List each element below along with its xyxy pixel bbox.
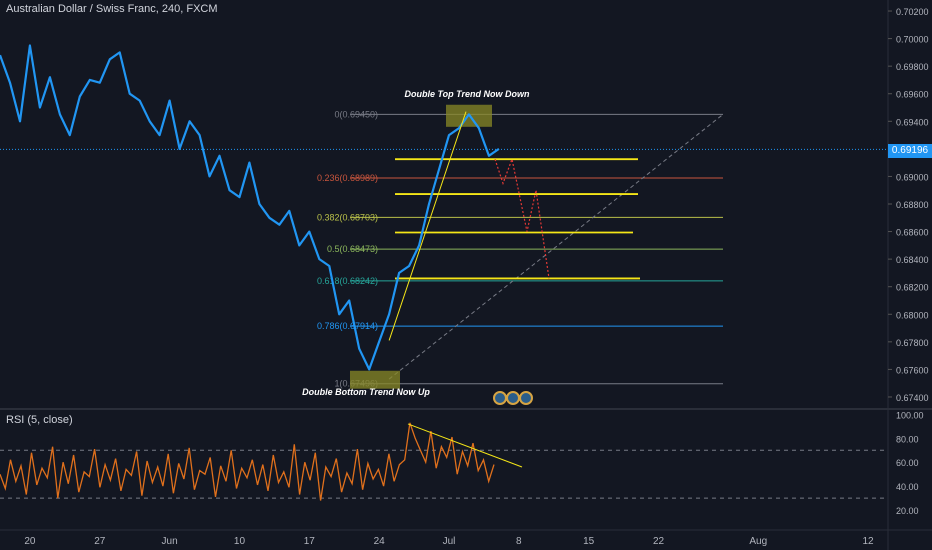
price-series-line [0,44,500,371]
symbol-title: Australian Dollar / Swiss Franc, 240, FX… [6,3,218,15]
price-tick-label: 0.67400 [896,393,929,403]
price-tick-label: 0.70200 [896,7,929,17]
diagonal-trendline [388,114,724,380]
double-bottom-annotation: Double Bottom Trend Now Up [302,387,430,397]
time-tick-label: 22 [653,536,665,547]
event-badge-icon[interactable] [506,391,520,405]
time-tick-label: Jul [443,536,456,547]
price-tick-label: 0.70000 [896,35,929,45]
rsi-divergence-trendline [407,423,523,468]
fib-level-label: 0.5(0.68473) [327,244,378,254]
fib-level-label: 0(0.69450) [334,109,378,119]
time-tick-label: Jun [162,536,178,547]
price-tick-label: 0.68600 [896,228,929,238]
fib-level-label: 0.618(0.68242) [317,276,378,286]
rsi-label: RSI (5, close) [6,414,73,426]
price-tick-label: 0.69600 [896,90,929,100]
rsi-tick-label: 80.00 [896,434,919,444]
time-tick-label: Aug [749,536,767,547]
double-top-annotation: Double Top Trend Now Down [405,89,530,99]
double-bottom-box [350,370,400,389]
fib-level-label: 0.382(0.68703) [317,212,378,222]
time-tick-label: 20 [24,536,36,547]
rsi-tick-label: 40.00 [896,482,919,492]
price-tick-label: 0.67800 [896,338,929,348]
projection-path [494,157,550,279]
price-tick-label: 0.68200 [896,283,929,293]
time-tick-label: 15 [583,536,595,547]
event-badge-icon[interactable] [493,391,507,405]
time-tick-label: 24 [374,536,386,547]
price-tick-label: 0.68800 [896,200,929,210]
current-price-tag: 0.69196 [888,144,932,158]
time-tick-label: 10 [234,536,246,547]
time-tick-label: 12 [862,536,874,547]
fib-level-label: 0.786(0.67914) [317,321,378,331]
rsi-tick-label: 20.00 [896,506,919,516]
rsi-series-line [0,422,495,501]
time-tick-label: 8 [516,536,522,547]
time-tick-label: 27 [94,536,106,547]
price-tick-label: 0.69800 [896,62,929,72]
rsi-tick-label: 100.00 [896,410,924,420]
fib-level-label: 0.236(0.68989) [317,173,378,183]
price-tick-label: 0.69400 [896,117,929,127]
time-tick-label: 17 [304,536,316,547]
price-tick-label: 0.69000 [896,172,929,182]
price-tick-label: 0.68000 [896,310,929,320]
price-tick-label: 0.68400 [896,255,929,265]
rsi-tick-label: 60.00 [896,458,919,468]
uptrend-line [388,111,467,341]
price-tick-label: 0.67600 [896,365,929,375]
event-badge-icon[interactable] [519,391,533,405]
